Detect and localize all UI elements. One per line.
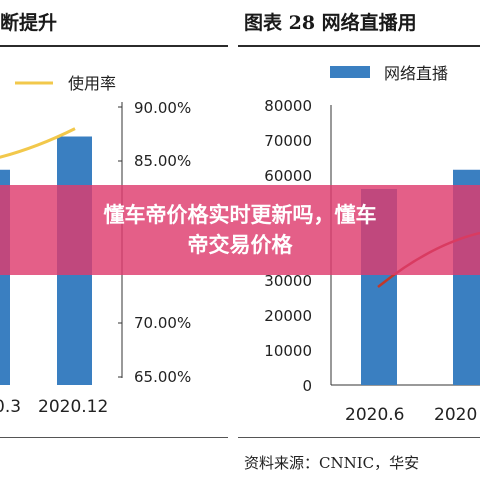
right-y-tick-30000: 30000 [264,272,312,290]
right-legend-swatch [330,66,370,78]
right-y-tick-20000: 20000 [264,307,312,325]
right-x-tick-2: 2020 [434,405,477,425]
left-y2-tick-70: 70.00% [134,314,191,332]
left-y2-tick-65: 65.00% [134,368,191,386]
right-y-tick-10000: 10000 [264,342,312,360]
right-x-tick-1: 2020.6 [345,405,404,425]
right-y-tick-0: 0 [302,377,312,395]
overlay-line-1: 懂车帝价格实时更新吗，懂车 [103,203,377,227]
title-overlay-banner: 懂车帝价格实时更新吗，懂车 帝交易价格 [0,185,480,275]
overlay-line-2: 帝交易价格 [187,233,293,257]
right-y-tick-70000: 70000 [264,132,312,150]
right-y-tick-60000: 60000 [264,167,312,185]
right-chart-title: 图表 28 网络直播用 [244,12,417,34]
left-bottom-rule [0,437,228,438]
left-bar-1 [0,169,10,385]
source-note: 资料来源：CNNIC，华安 [244,454,420,472]
overlay-text: 懂车帝价格实时更新吗，懂车 帝交易价格 [90,200,390,260]
left-y2-tick-85: 85.00% [134,152,191,170]
right-title-rule [238,45,480,47]
left-x-tick-2: 2020.12 [38,397,108,417]
right-bottom-rule [238,437,480,438]
left-chart-title: 断提升 [0,12,58,34]
left-title-rule [0,45,228,47]
left-usage-line [0,127,76,159]
left-legend-text: 使用率 [68,74,116,93]
left-x-tick-1: 0.3 [0,397,21,417]
left-y2-tick-90: 90.00% [134,99,191,117]
right-y-tick-80000: 80000 [264,97,312,115]
right-legend-label: 网络直播 [384,64,448,83]
